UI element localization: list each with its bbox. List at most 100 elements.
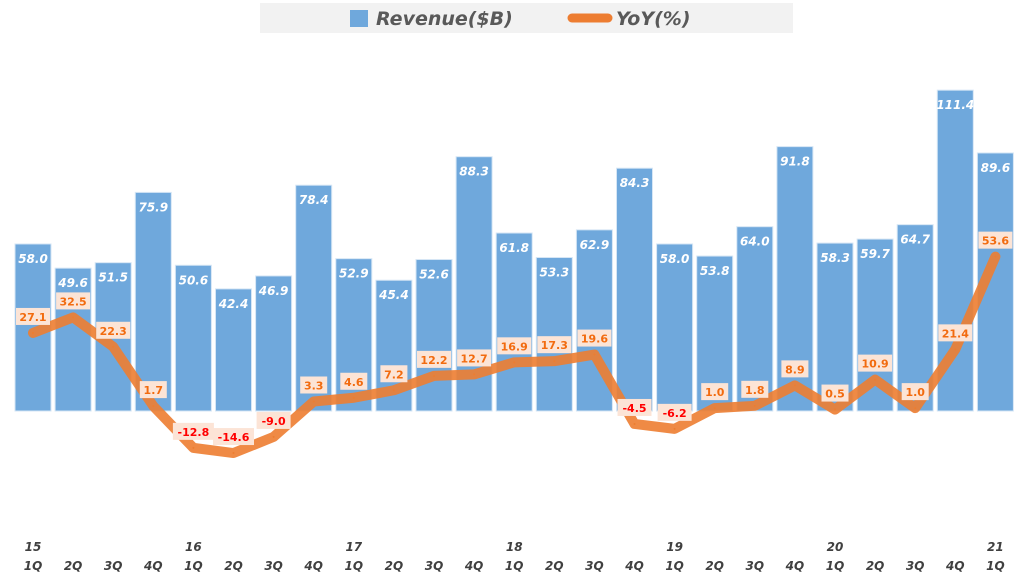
x-tick-quarter: 4Q [945,559,965,573]
yoy-point [874,378,877,381]
yoy-label: 1.8 [745,384,765,397]
yoy-point [994,255,997,258]
revenue-label: 49.6 [57,276,88,290]
x-tick-year: 18 [506,540,523,554]
yoy-point [152,405,155,408]
yoy-point [112,345,115,348]
revenue-bar [616,167,653,412]
revenue-label: 84.3 [620,176,650,190]
x-tick-quarter: 4Q [624,559,644,573]
revenue-bar [736,226,774,412]
revenue-bar [415,259,453,412]
yoy-label-box [617,398,652,416]
revenue-label: 58.3 [820,251,850,265]
yoy-label: 12.2 [420,354,447,367]
yoy-label-box [256,411,291,429]
revenue-bar [495,232,533,412]
yoy-label-box [657,403,692,421]
x-tick-year: 15 [25,540,42,554]
revenue-label: 59.7 [860,247,890,261]
x-tick-quarter: 4Q [785,559,805,573]
x-tick-year: 21 [987,540,1004,554]
yoy-label-box [340,372,368,390]
x-tick-quarter: 3Q [264,559,283,573]
yoy-label-box [380,365,408,383]
yoy-label-box [821,384,849,402]
revenue-bar [54,267,92,412]
yoy-label: 53.6 [982,235,1009,248]
x-tick-quarter: 2Q [545,559,564,573]
yoy-label-box [858,354,893,372]
revenue-label: 64.7 [900,233,930,247]
x-tick-year: 19 [666,540,683,554]
yoy-point [753,404,756,407]
yoy-label: 17.3 [541,339,568,352]
revenue-bar [535,256,573,412]
x-tick-quarter: 4Q [464,559,484,573]
yoy-label-box [938,324,973,342]
x-tick-quarter: 1Q [24,559,43,573]
yoy-point [713,407,716,410]
yoy-point [633,422,636,425]
revenue-label: 88.3 [459,165,489,179]
yoy-point [834,408,836,411]
yoy-label: 12.7 [461,352,488,365]
yoy-point [32,331,34,334]
x-axis: 15 1Q 2Q 3Q 4Q 16 1Q 2Q 3Q 4Q 17 1Q 2Q 3Q 4Q 18 1Q 2Q 3Q 4Q… [24,540,1005,573]
yoy-point [673,427,676,430]
revenue-bar [255,275,293,412]
yoy-label-box [701,383,729,401]
x-tick-quarter: 2Q [705,559,724,573]
yoy-point [954,348,957,351]
yoy-label: 1.0 [905,386,925,399]
yoy-label-box [96,321,131,339]
yoy-label-box [300,376,328,394]
revenue-label: 58.0 [660,252,690,266]
revenue-label: 52.6 [419,268,449,282]
x-tick-quarter: 2Q [224,559,243,573]
line-series [28,251,1001,459]
yoy-label: 19.6 [581,333,608,346]
revenue-bar [215,288,252,412]
yoy-label-box [172,422,214,440]
revenue-label: 75.9 [138,200,168,214]
yoy-label-box [56,292,91,310]
yoy-point [312,400,315,403]
x-tick-quarter: 3Q [746,559,765,573]
yoy-label: -12.8 [178,426,210,439]
yoy-label-box [139,381,167,399]
yoy-label: -4.5 [622,402,646,415]
x-tick-quarter: 2Q [64,559,83,573]
yoy-label: 32.5 [60,295,87,308]
x-tick-quarter: 4Q [303,559,323,573]
x-tick-quarter: 2Q [385,559,404,573]
yoy-point [192,446,195,449]
revenue-label: 42.4 [218,297,249,311]
yoy-point [553,360,556,363]
revenue-label: 53.3 [539,265,569,279]
yoy-label-box [741,380,769,398]
yoy-point [593,353,596,356]
revenue-label: 111.4 [936,98,974,112]
x-tick-quarter: 3Q [425,559,444,573]
yoy-label-box [978,231,1013,249]
yoy-label: 1.0 [705,386,725,399]
revenue-label: 52.9 [339,267,369,281]
x-tick-quarter: 1Q [665,559,684,573]
revenue-label: 51.5 [98,271,128,285]
x-tick-quarter: 1Q [345,559,364,573]
legend-revenue-label: Revenue($B) [376,8,513,30]
revenue-bar [295,184,333,412]
yoy-label: 10.9 [862,358,889,371]
revenue-label: 89.6 [981,161,1011,175]
yoy-label: 3.3 [304,379,324,392]
revenue-label: 46.9 [258,284,289,298]
revenue-label: 50.6 [179,273,209,287]
x-tick-quarter: 3Q [906,559,925,573]
yoy-label: 22.3 [100,325,127,338]
yoy-point [433,374,435,377]
revenue-label: 58.0 [18,252,48,266]
yoy-point [914,407,917,410]
yoy-point [72,316,75,319]
